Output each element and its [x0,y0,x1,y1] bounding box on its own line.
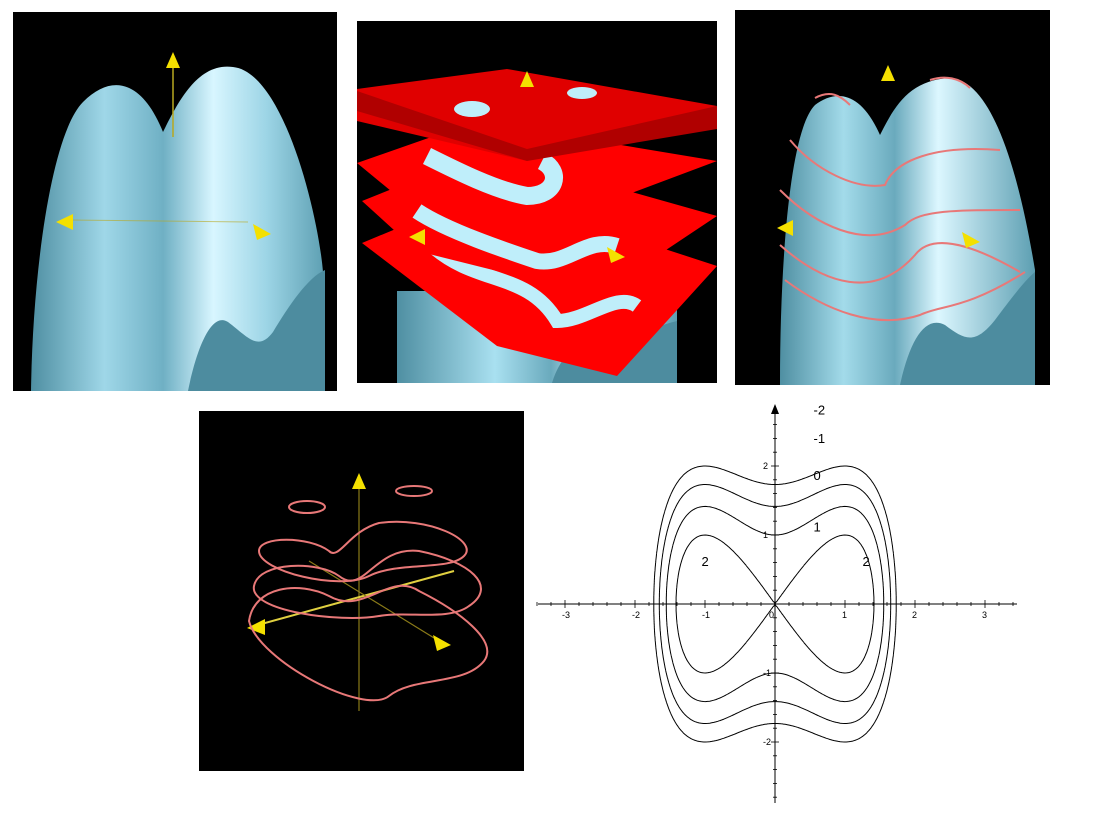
surface-panel [13,12,337,391]
x-tick-label: -1 [702,610,710,620]
x-arrow-icon [56,214,73,230]
x-tick-label: -3 [562,610,570,620]
surface-body [780,78,1035,385]
y-tick-label: 1 [763,530,768,540]
y-arrow-icon [433,635,451,651]
surface-slice-3 [412,204,620,270]
x-arrow-icon [409,229,425,245]
level-label: 1 [814,520,821,535]
level-curves [779,76,1026,322]
contour-lines [653,465,897,743]
x-tick-label: 1 [842,610,847,620]
z-arrow-icon [881,65,895,81]
y-tick-label: 2 [763,461,768,471]
surface-slice-4 [427,240,642,329]
surface-front-edge [900,272,1035,385]
surface-slice-2 [422,147,563,206]
plane-2 [357,121,717,221]
surface-with-level-curves-panel [735,10,1050,385]
axes [538,404,1017,803]
z-arrow-icon [352,473,366,489]
contour-level [675,534,875,674]
plane-1-edge [357,91,717,161]
surface-front-edge [188,270,325,391]
ticks: -3 -2 -1 0 1 2 3 2 1 -1 -2 [536,410,1014,798]
level-curves-3d-render [247,473,489,711]
x-tick-label: 2 [912,610,917,620]
contour-plot: -3 -2 -1 0 1 2 3 2 1 -1 -2 -2 -1 0 1 2 2 [536,402,1017,803]
y-axis [308,560,440,642]
surface-with-planes-panel [357,21,717,383]
plane-1 [357,69,717,161]
level-label: -2 [814,402,826,417]
y-arrow-icon [253,224,271,240]
level-labels: -2 -1 0 1 2 2 [702,402,870,569]
level-label: -1 [814,431,826,446]
level-curves [247,485,489,702]
x-tick-label: 3 [982,610,987,620]
y-axis-arrow-icon [771,404,779,414]
peak-slice-right [567,87,597,99]
peak-slice-left [454,101,490,117]
contour-level [658,484,892,724]
y-tick-label: -2 [763,737,771,747]
y-arrow-icon [607,247,625,263]
x-axis [253,570,455,627]
z-arrow-icon [520,71,534,87]
level-label: 2 [702,554,709,569]
x-arrow-icon [777,220,793,236]
level-label: 2 [863,554,870,569]
x-arrow-icon [247,619,265,635]
contour-level [665,505,885,703]
level-curves-3d-panel [199,411,524,771]
y-arrow-icon [962,232,980,248]
y-tick-label: -1 [763,668,771,678]
surface-body [31,66,325,391]
level-label: 0 [814,468,821,483]
x-tick-label: -2 [632,610,640,620]
contour-level [653,465,897,743]
surface-planes-render [357,69,717,383]
z-arrow-icon [166,52,180,68]
surface-curves-render [777,65,1035,385]
x-axis [67,219,249,223]
surface-render [31,52,325,391]
x-tick-label: 0 [769,610,774,620]
